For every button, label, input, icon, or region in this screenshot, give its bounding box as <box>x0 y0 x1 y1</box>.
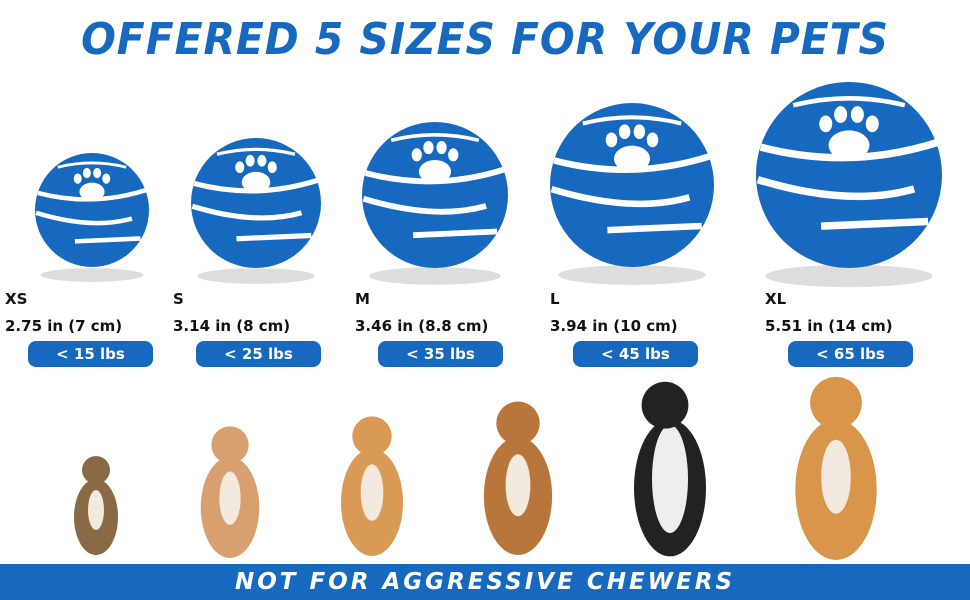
weight-badge: < 35 lbs <box>378 341 503 367</box>
dog-yorkshire-terrier <box>74 456 118 555</box>
paw-icon <box>235 154 277 193</box>
size-dimension: 3.94 in (10 cm) <box>550 317 678 335</box>
size-dimension: 2.75 in (7 cm) <box>5 317 123 335</box>
dog-corgi <box>340 416 404 556</box>
ball-s <box>191 138 321 284</box>
dog-golden-retriever <box>795 376 877 560</box>
dog-border-collie <box>634 381 706 557</box>
footer-banner: NOT FOR AGGRESSIVE CHEWERS <box>0 564 970 600</box>
size-label: M <box>355 290 370 308</box>
dog-chihuahua <box>200 426 260 558</box>
ball-l <box>550 103 714 285</box>
size-label: S <box>173 290 184 308</box>
ball-xs <box>35 153 149 282</box>
dog-beagle <box>483 401 553 555</box>
size-label: XL <box>765 290 787 308</box>
size-label: XS <box>5 290 28 308</box>
dog-photos <box>74 376 877 560</box>
ball-xl <box>756 82 942 288</box>
page-title: OFFERED 5 SIZES FOR YOUR PETS <box>81 14 889 65</box>
size-dimension: 5.51 in (14 cm) <box>765 317 893 335</box>
paw-icon <box>411 140 459 184</box>
paw-icon <box>819 106 879 161</box>
weight-badge: < 25 lbs <box>196 341 321 367</box>
weight-badge: < 65 lbs <box>788 341 913 367</box>
size-dimension: 3.14 in (8 cm) <box>173 317 291 335</box>
size-dimension: 3.46 in (8.8 cm) <box>355 317 489 335</box>
size-label: L <box>550 290 560 308</box>
ball-m <box>362 122 508 285</box>
paw-icon <box>605 124 659 172</box>
paw-icon <box>73 167 111 201</box>
weight-badge: < 15 lbs <box>28 341 153 367</box>
ball-illustrations <box>35 82 942 288</box>
weight-badge: < 45 lbs <box>573 341 698 367</box>
